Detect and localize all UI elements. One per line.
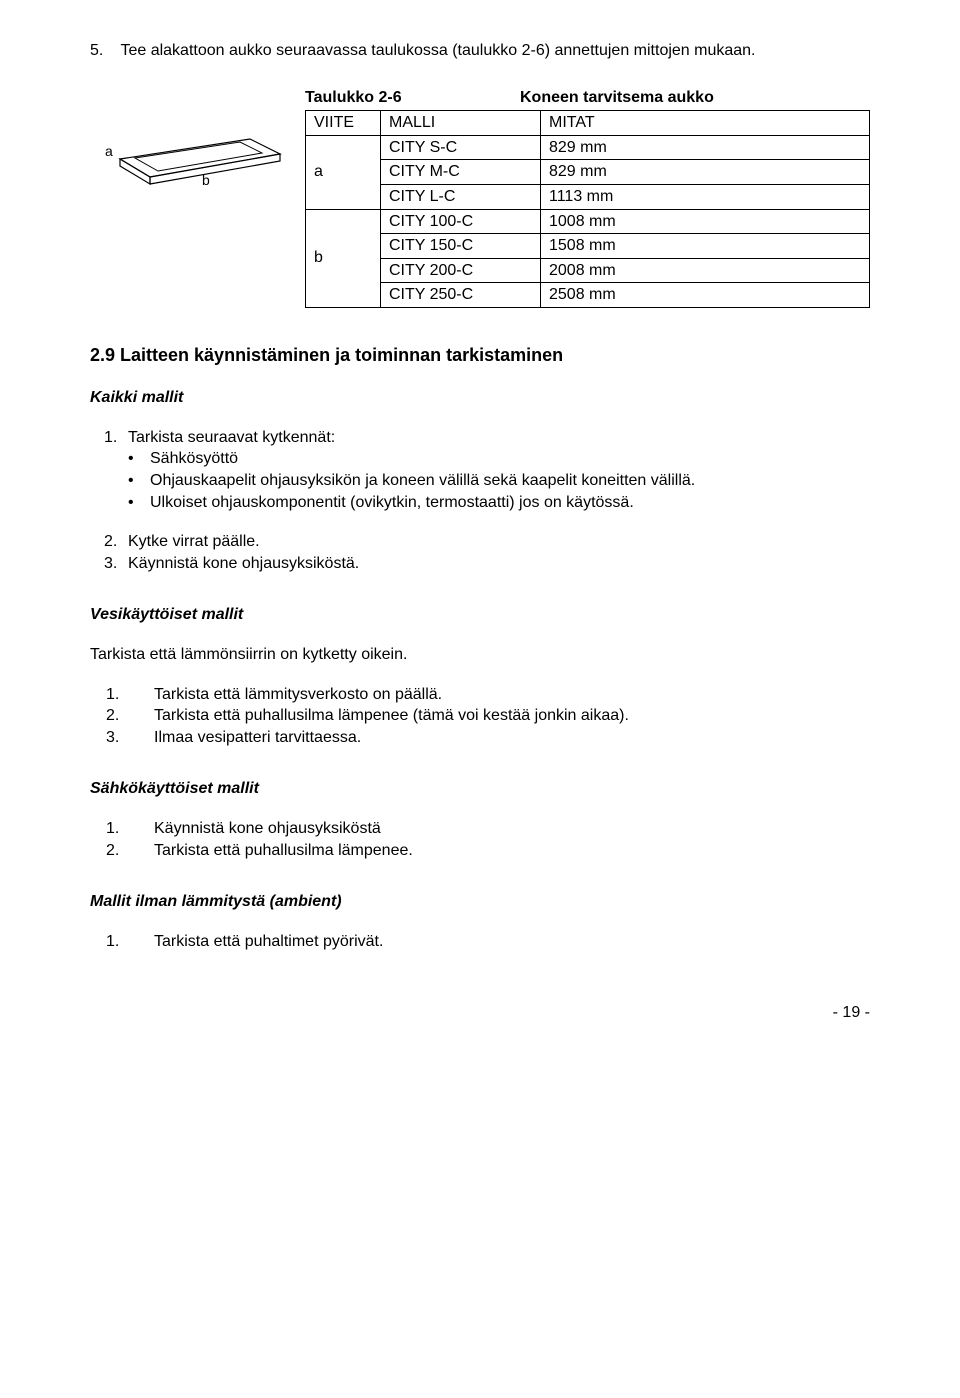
page-number: - 19 - xyxy=(90,1002,870,1024)
kaikki-item-2: 2.Kytke virrat päälle. xyxy=(104,531,870,553)
cell-mitat: 829 mm xyxy=(541,135,870,160)
kaikki-list: 1.Tarkista seuraavat kytkennät: Sähkösyö… xyxy=(132,427,870,513)
cell-mitat: 1008 mm xyxy=(541,209,870,234)
list-item-number: 2. xyxy=(132,840,154,862)
ambient-list: 1.Tarkista että puhaltimet pyörivät. xyxy=(132,931,870,953)
item1-num: 1. xyxy=(104,427,128,449)
item2-text: Kytke virrat päälle. xyxy=(128,533,260,550)
sahko-title: Sähkökäyttöiset mallit xyxy=(90,778,870,800)
vesi-title: Vesikäyttöiset mallit xyxy=(90,604,870,626)
cell-malli: CITY 100-C xyxy=(381,209,541,234)
cell-malli: CITY 200-C xyxy=(381,258,541,283)
ambient-title: Mallit ilman lämmitystä (ambient) xyxy=(90,891,870,913)
header-malli: MALLI xyxy=(381,111,541,136)
bullet-item: Sähkösyöttö xyxy=(156,448,870,470)
table-row: CITY 200-C2008 mm xyxy=(306,258,870,283)
list-item-text: Tarkista että lämmitysverkosto on päällä… xyxy=(154,686,442,703)
bullet-item: Ulkoiset ohjauskomponentit (ovikytkin, t… xyxy=(156,492,870,514)
diagram-label-b: b xyxy=(202,172,210,188)
ambient-block: Mallit ilman lämmitystä (ambient) 1.Tark… xyxy=(90,891,870,952)
cell-mitat: 1508 mm xyxy=(541,234,870,259)
kaikki-bullets: SähkösyöttöOhjauskaapelit ohjausyksikön … xyxy=(156,448,870,513)
vesi-list: 1.Tarkista että lämmitysverkosto on pääl… xyxy=(132,684,870,749)
table-section: a b Taulukko 2-6 Koneen tarvitsema aukko… xyxy=(90,87,870,308)
kaikki-mallit-title: Kaikki mallit xyxy=(90,387,870,409)
dimension-diagram: a b xyxy=(90,109,290,216)
cell-malli: CITY M-C xyxy=(381,160,541,185)
intro-text: Tee alakattoon aukko seuraavassa tauluko… xyxy=(120,40,820,62)
sahko-list: 1.Käynnistä kone ohjausyksiköstä2.Tarkis… xyxy=(132,818,870,861)
intro-number: 5. xyxy=(90,40,116,62)
item3-text: Käynnistä kone ohjausyksiköstä. xyxy=(128,555,359,572)
list-item-text: Tarkista että puhallusilma lämpenee (täm… xyxy=(154,707,629,724)
list-item-text: Käynnistä kone ohjausyksiköstä xyxy=(154,820,381,837)
kaikki-item-3: 3.Käynnistä kone ohjausyksiköstä. xyxy=(104,553,870,575)
diagram-label-a: a xyxy=(105,143,113,159)
sahko-block: Sähkökäyttöiset mallit 1.Käynnistä kone … xyxy=(90,778,870,861)
cell-viite: b xyxy=(306,209,381,307)
table-row: CITY 150-C1508 mm xyxy=(306,234,870,259)
list-item-number: 1. xyxy=(132,931,154,953)
cell-viite: a xyxy=(306,135,381,209)
list-item-number: 1. xyxy=(132,818,154,840)
list-item: 3.Ilmaa vesipatteri tarvittaessa. xyxy=(132,727,870,749)
cell-mitat: 2008 mm xyxy=(541,258,870,283)
header-mitat: MITAT xyxy=(541,111,870,136)
cell-malli: CITY 250-C xyxy=(381,283,541,308)
item1-text: Tarkista seuraavat kytkennät: xyxy=(128,429,335,446)
kaikki-mallit-block: Kaikki mallit 1.Tarkista seuraavat kytke… xyxy=(90,387,870,574)
list-item-text: Tarkista että puhaltimet pyörivät. xyxy=(154,933,383,950)
table-wrapper: Taulukko 2-6 Koneen tarvitsema aukko VII… xyxy=(305,87,870,308)
table-row: aCITY S-C829 mm xyxy=(306,135,870,160)
table-caption-title: Koneen tarvitsema aukko xyxy=(520,87,714,109)
table-row: CITY L-C1113 mm xyxy=(306,184,870,209)
kaikki-item-1: 1.Tarkista seuraavat kytkennät: Sähkösyö… xyxy=(104,427,870,513)
table-header-row: VIITE MALLI MITAT xyxy=(306,111,870,136)
cell-mitat: 829 mm xyxy=(541,160,870,185)
table-caption: Taulukko 2-6 Koneen tarvitsema aukko xyxy=(305,87,870,109)
list-item-number: 3. xyxy=(132,727,154,749)
intro-item-5: 5. Tee alakattoon aukko seuraavassa taul… xyxy=(90,40,870,62)
cell-malli: CITY S-C xyxy=(381,135,541,160)
list-item-text: Ilmaa vesipatteri tarvittaessa. xyxy=(154,729,361,746)
vesi-intro: Tarkista että lämmönsiirrin on kytketty … xyxy=(90,644,870,666)
table-row: CITY M-C829 mm xyxy=(306,160,870,185)
vesi-block: Vesikäyttöiset mallit Tarkista että lämm… xyxy=(90,604,870,748)
list-item: 2.Tarkista että puhallusilma lämpenee. xyxy=(132,840,870,862)
dimensions-table: VIITE MALLI MITAT aCITY S-C829 mmCITY M-… xyxy=(305,110,870,308)
cell-mitat: 1113 mm xyxy=(541,184,870,209)
item2-num: 2. xyxy=(104,531,128,553)
bullet-item: Ohjauskaapelit ohjausyksikön ja koneen v… xyxy=(156,470,870,492)
list-item-number: 1. xyxy=(132,684,154,706)
section-29-heading: 2.9 Laitteen käynnistäminen ja toiminnan… xyxy=(90,343,870,367)
list-item: 1.Käynnistä kone ohjausyksiköstä xyxy=(132,818,870,840)
cell-malli: CITY L-C xyxy=(381,184,541,209)
cell-mitat: 2508 mm xyxy=(541,283,870,308)
table-row: bCITY 100-C1008 mm xyxy=(306,209,870,234)
table-row: CITY 250-C2508 mm xyxy=(306,283,870,308)
table-caption-id: Taulukko 2-6 xyxy=(305,87,520,109)
kaikki-list-2: 2.Kytke virrat päälle. 3.Käynnistä kone … xyxy=(132,531,870,574)
list-item-number: 2. xyxy=(132,705,154,727)
item3-num: 3. xyxy=(104,553,128,575)
list-item: 1.Tarkista että lämmitysverkosto on pääl… xyxy=(132,684,870,706)
header-viite: VIITE xyxy=(306,111,381,136)
list-item-text: Tarkista että puhallusilma lämpenee. xyxy=(154,842,413,859)
cell-malli: CITY 150-C xyxy=(381,234,541,259)
list-item: 2.Tarkista että puhallusilma lämpenee (t… xyxy=(132,705,870,727)
list-item: 1.Tarkista että puhaltimet pyörivät. xyxy=(132,931,870,953)
